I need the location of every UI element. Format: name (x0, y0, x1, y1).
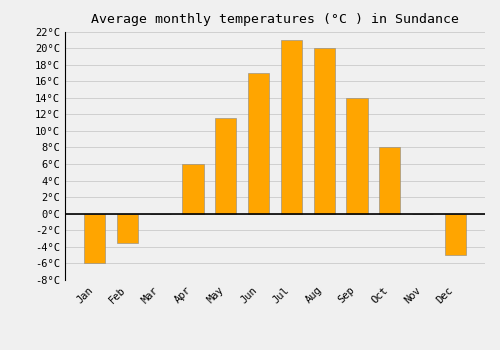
Bar (346, 98, 368, 214)
Bar (248, 73, 270, 214)
Title: Average monthly temperatures (°C ) in Sundance: Average monthly temperatures (°C ) in Su… (91, 13, 459, 26)
Bar (280, 40, 302, 214)
Bar (84, 214, 106, 264)
Bar (215, 118, 236, 214)
Bar (117, 214, 138, 243)
Bar (379, 147, 400, 214)
Bar (314, 48, 335, 214)
Bar (182, 164, 204, 214)
Bar (444, 214, 466, 255)
